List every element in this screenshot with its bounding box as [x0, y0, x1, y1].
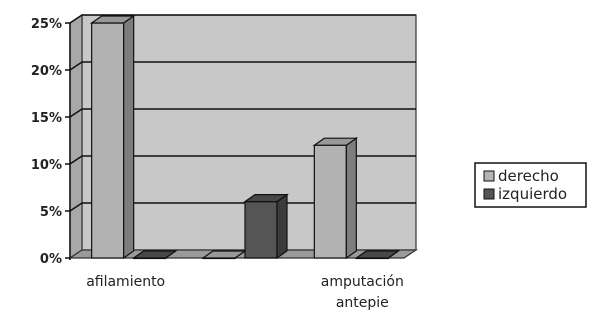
bar-izquierdo-1 [243, 193, 289, 260]
bar-derecho-0 [89, 14, 136, 260]
x-category-label: antepie [336, 295, 389, 311]
bar-izquierdo-0 [131, 250, 178, 260]
y-tick-label: 0% [40, 252, 62, 267]
y-tick-label: 20% [31, 64, 62, 79]
gridline [69, 155, 416, 165]
side-wall [69, 13, 83, 260]
x-category-label: afilamiento [86, 274, 165, 290]
legend: derecho izquierdo [474, 162, 587, 208]
bars [89, 14, 401, 260]
bar-izquierdo-2 [354, 250, 401, 260]
x-axis-labels: afilamiento amputación antepie [86, 274, 404, 311]
y-tick-label: 5% [40, 205, 62, 220]
gridline [69, 61, 416, 71]
legend-label-derecho: derecho [498, 167, 559, 185]
gridlines [69, 14, 416, 212]
legend-label-izquierdo: izquierdo [498, 185, 567, 203]
y-axis: 0% 5% 10% 15% 20% 25% [31, 17, 71, 267]
x-category-label: amputación [321, 274, 404, 290]
gridline [69, 202, 416, 212]
legend-swatch-izquierdo [483, 188, 495, 200]
y-tick-label: 10% [31, 158, 62, 173]
legend-box [474, 162, 587, 208]
legend-swatch-derecho [483, 170, 495, 182]
bar-derecho-2 [312, 137, 359, 260]
gridline [69, 14, 416, 24]
y-tick-label: 15% [31, 111, 62, 126]
y-tick-label: 25% [31, 17, 62, 32]
gridline [69, 108, 416, 118]
